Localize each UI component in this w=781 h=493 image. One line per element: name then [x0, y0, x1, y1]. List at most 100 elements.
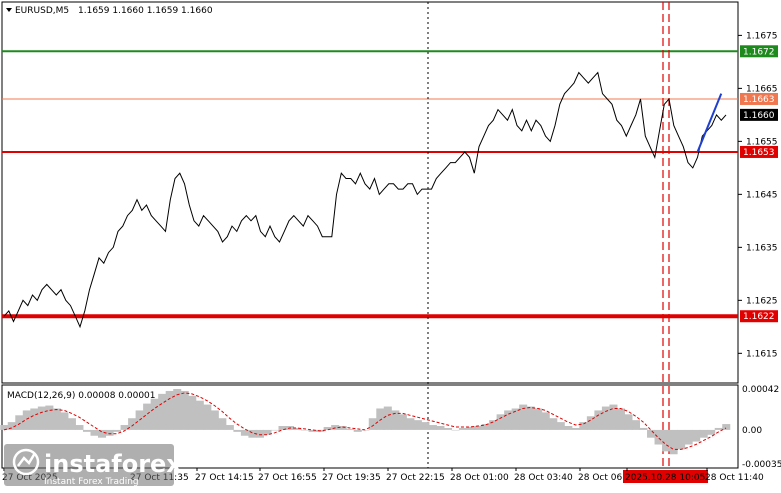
macd-histogram-bar	[451, 429, 460, 431]
macd-histogram-bar	[225, 425, 234, 430]
logo-brand: instaforex	[44, 450, 182, 478]
dropdown-triangle-icon[interactable]	[6, 8, 12, 12]
macd-histogram-bar	[616, 408, 625, 430]
macd-histogram-bar	[639, 427, 648, 430]
horizontal-levels[interactable]: 1.1672 1.1663 1.1660 1.1653 1.1622	[2, 45, 778, 323]
macd-histogram-bar	[534, 408, 543, 430]
price-tick-label: 1.1625	[746, 296, 778, 306]
macd-histogram-bar	[90, 429, 99, 436]
logo-backdrop	[4, 444, 174, 486]
price-axis: 1.1675 1.1665 1.1655 1.1645 1.1635 1.1625 1.16…	[738, 31, 781, 470]
macd-histogram-bar	[308, 429, 317, 432]
price-level-badge	[740, 145, 778, 158]
logo-tagline: Instant Forex Trading	[44, 477, 139, 487]
macd-histogram-bar	[406, 418, 415, 430]
macd-histogram-bar	[692, 429, 701, 442]
macd-histogram-bar	[173, 389, 182, 430]
time-tick-label: 28 Oct 01:00	[450, 473, 509, 483]
time-tick-label: 27 Oct 14:15	[195, 473, 254, 483]
chart-header: EURUSD,M5 1.1659 1.1660 1.1659 1.1660	[6, 6, 213, 16]
price-level-label: 1.1672	[743, 47, 775, 57]
macd-histogram-bar	[654, 429, 663, 445]
macd-histogram-bar	[624, 414, 633, 430]
macd-histogram-bar	[707, 429, 716, 435]
macd-histogram-bar	[594, 410, 603, 430]
price-series	[3, 71, 727, 329]
time-tick-label: 27 Oct 22:15	[386, 473, 445, 483]
macd-histogram-bar	[52, 408, 61, 430]
time-tick-label: 28 Oct 03:40	[514, 473, 573, 483]
macd-histogram-bar	[647, 429, 656, 438]
macd-histogram-bar	[338, 426, 347, 430]
vertical-lines[interactable]	[427, 2, 670, 468]
macd-histogram-bar	[301, 429, 310, 431]
price-level-label: 1.1622	[743, 312, 775, 322]
time-tick-label: 27 Oct 19:35	[322, 473, 381, 483]
time-highlight-label: 2025.10.28 10:05	[625, 473, 705, 483]
macd-histogram-bar	[188, 395, 197, 430]
macd-histogram-bar	[549, 418, 558, 430]
macd-histogram-bar	[270, 429, 280, 431]
macd-histogram-bar	[413, 420, 422, 430]
macd-histogram-bar	[526, 406, 535, 430]
macd-histogram-bar	[37, 406, 46, 430]
price-tick-label: 1.1675	[746, 31, 778, 41]
logo-mark-icon	[12, 448, 40, 476]
macd-histogram-bar	[571, 427, 580, 430]
macd-histogram-bar	[60, 412, 69, 430]
macd-histogram-bar	[466, 426, 475, 430]
macd-histogram-bar	[504, 410, 513, 430]
time-tick-label: 27 Oct 16:55	[258, 473, 317, 483]
macd-histogram-bar	[601, 406, 610, 430]
macd-histogram-bar	[180, 390, 189, 430]
macd-histogram-bar	[143, 403, 152, 430]
macd-histogram-bar	[609, 404, 618, 430]
macd-histogram-bar	[158, 393, 167, 430]
macd-histogram-bar	[459, 427, 468, 430]
macd-histogram-bar	[496, 414, 505, 430]
price-tick-label: 1.1635	[746, 243, 778, 253]
macd-histogram-bar	[662, 429, 671, 452]
symbol-label: EURUSD,M5	[15, 6, 69, 16]
macd-histogram-bar	[240, 429, 249, 436]
macd-histogram-bar	[98, 429, 107, 438]
macd-histogram-bar	[428, 425, 437, 430]
macd-histogram-bar	[391, 410, 400, 430]
macd-histogram-bar	[353, 429, 362, 432]
macd-histogram-bar	[120, 425, 129, 430]
macd-histogram-bar	[255, 429, 264, 438]
macd-histogram-bar	[579, 422, 588, 430]
macd-histogram-bar	[0, 425, 9, 430]
macd-histogram-bar	[195, 400, 204, 430]
macd-header: MACD(12,26,9) 0.00008 0.00001	[7, 391, 156, 401]
macd-histogram-bar	[248, 429, 257, 438]
macd-histogram-bar	[218, 418, 227, 430]
macd-histogram-bar	[165, 390, 174, 430]
macd-histogram-bar	[586, 416, 595, 430]
macd-histogram-bar	[376, 408, 385, 430]
macd-histogram-bar	[564, 426, 573, 430]
macd-histogram-bar	[383, 406, 392, 430]
macd-histogram-bar	[278, 426, 287, 430]
macd-histogram-bar	[7, 422, 16, 430]
macd-histogram-bar	[67, 418, 76, 430]
macd-histogram-bar	[398, 414, 407, 430]
blue-trend-line[interactable]	[696, 93, 723, 153]
macd-histogram-bar	[684, 429, 693, 445]
macd-histogram-bar	[669, 429, 678, 455]
macd-histogram-bar	[541, 412, 550, 430]
price-level-badge	[740, 108, 778, 121]
macd-histogram-bar	[75, 425, 84, 430]
macd-histogram-bar	[105, 429, 114, 436]
macd-histogram-bar	[210, 410, 219, 430]
macd-histogram-bar	[30, 408, 39, 430]
macd-histogram-bar	[519, 404, 528, 430]
instaforex-logo: instaforex Instant Forex Trading	[4, 444, 182, 487]
macd-histogram-bar	[481, 424, 490, 430]
macd-histogram-bar	[233, 429, 242, 432]
macd-histogram-bar	[443, 427, 452, 430]
trend-line[interactable]	[696, 93, 723, 153]
price-tick-label: 1.1655	[746, 137, 778, 147]
